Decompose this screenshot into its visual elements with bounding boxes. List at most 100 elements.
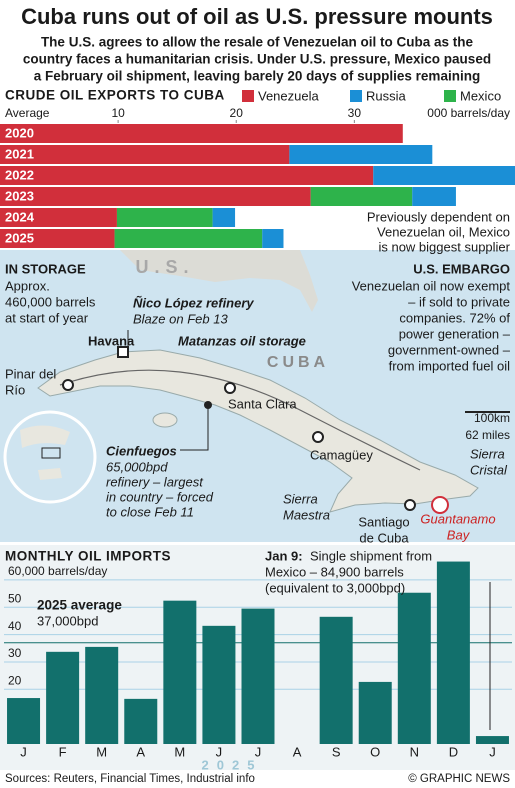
title: Cuba runs out of oil as U.S. pressure mo… (21, 4, 493, 29)
scale-label: 62 miles (465, 428, 510, 442)
bar (358, 681, 392, 744)
bar (7, 698, 41, 744)
bar (397, 592, 431, 744)
x-tick-label: F (59, 744, 67, 759)
x-tick-label: M (96, 744, 107, 759)
callout-title: U.S. EMBARGO (413, 261, 510, 276)
x-tick-label: J (255, 744, 262, 759)
place-label: Santiago (358, 514, 409, 529)
place-label: Santa Clara (228, 396, 297, 411)
bar-segment (0, 208, 117, 227)
bar-segment (310, 187, 413, 206)
bar (202, 625, 236, 744)
x-tick-label: A (293, 744, 302, 759)
callout-text: refinery – largest (106, 474, 204, 489)
bar (46, 651, 80, 744)
us-land (120, 250, 318, 312)
place-label: Sierra (470, 446, 505, 461)
callout-text: in country – forced (106, 489, 214, 504)
place-label: de Cuba (359, 530, 409, 545)
axis-label: Average (5, 106, 50, 120)
city-dot (312, 431, 324, 443)
place-label: Maestra (283, 507, 330, 522)
bar (85, 646, 119, 744)
annotation-title: Jan 9: (265, 548, 303, 563)
legend-label: Mexico (460, 88, 501, 103)
region-label: U.S. (135, 257, 194, 277)
legend-swatch (350, 90, 362, 102)
y-tick-label: 20 (8, 673, 22, 687)
y-tick-label: 2021 (5, 146, 34, 161)
callout-text: power generation – (399, 326, 511, 341)
y-tick-label: 2024 (5, 209, 35, 224)
bar (319, 616, 353, 744)
place-label: Bay (447, 527, 471, 542)
callout-title: Ñico López refinery (133, 295, 254, 310)
callout-text: to close Feb 11 (106, 504, 194, 519)
callout-text: from imported fuel oil (389, 358, 510, 373)
bar (475, 736, 509, 744)
x-tick-label: O (370, 744, 380, 759)
subtitle: a February oil shipment, leaving barely … (34, 69, 480, 84)
globe-locator (41, 447, 61, 459)
y-tick-label: 2020 (5, 125, 34, 140)
x-tick-label: S (332, 744, 341, 759)
callout-title: Matanzas oil storage (178, 333, 306, 348)
callout-text: at start of year (5, 310, 89, 325)
x-tick-label: N (410, 744, 419, 759)
y-tick-label: 50 (8, 591, 22, 605)
city-dot (62, 379, 74, 391)
callout-text: 460,000 barrels (5, 294, 96, 309)
sources: Sources: Reuters, Financial Times, Indus… (5, 773, 255, 785)
chart-title: CRUDE OIL EXPORTS TO CUBA (5, 88, 225, 103)
subtitle: The U.S. agrees to allow the resale of V… (41, 35, 474, 50)
bar-segment (0, 187, 311, 206)
bar-segment (373, 166, 515, 185)
place-label: Guantanamo (420, 511, 495, 526)
bar-segment (0, 229, 115, 248)
callout-text: Approx. (5, 278, 50, 293)
callout-text: – if sold to private (408, 294, 510, 309)
road (59, 369, 421, 471)
x-tick-label: D (449, 744, 458, 759)
x-tick-label: 30 (348, 106, 362, 120)
isla-juventud (152, 412, 178, 428)
bar (124, 698, 158, 744)
annotation: is now biggest supplier (378, 239, 510, 254)
annotation: (equivalent to 3,000bpd) (265, 580, 405, 595)
place-label: Río (5, 382, 25, 397)
y-tick-label: 2025 (5, 230, 34, 245)
subtitle: country faces a humanitarian crisis. Und… (23, 52, 491, 67)
leader-line (127, 330, 209, 451)
x-tick-label: 20 (230, 106, 244, 120)
country-label: CUBA (267, 354, 329, 371)
credit: © GRAPHIC NEWS (408, 773, 510, 785)
bar-segment (412, 187, 456, 206)
bar-segment (0, 166, 374, 185)
x-tick-label: J (216, 744, 223, 759)
bar-segment (0, 124, 403, 143)
place-label: Havana (88, 333, 135, 348)
bar (163, 600, 197, 744)
callout-text: government-owned – (388, 342, 511, 357)
globe-land (20, 425, 70, 480)
callout-title: Cienfuegos (106, 443, 177, 458)
x-tick-label: 10 (111, 106, 125, 120)
annotation: Mexico – 84,900 barrels (265, 564, 404, 579)
bar-segment (289, 145, 433, 164)
x-tick-label: M (174, 744, 185, 759)
annotation: Previously dependent on (367, 209, 510, 224)
axis-unit: 000 barrels/day (427, 106, 510, 120)
bar-segment (0, 145, 290, 164)
place-label: Pinar del (5, 366, 56, 381)
legend-label: Russia (366, 88, 407, 103)
callout-title: IN STORAGE (5, 261, 86, 276)
x-tick-label: J (489, 744, 496, 759)
cuba-land (37, 349, 479, 513)
capital-marker (117, 346, 129, 358)
period-label: 2025 (202, 757, 263, 772)
average-label: 2025 average (37, 598, 122, 613)
callout-text: companies. 72% of (399, 310, 510, 325)
chart-title: MONTHLY OIL IMPORTS (5, 549, 171, 564)
